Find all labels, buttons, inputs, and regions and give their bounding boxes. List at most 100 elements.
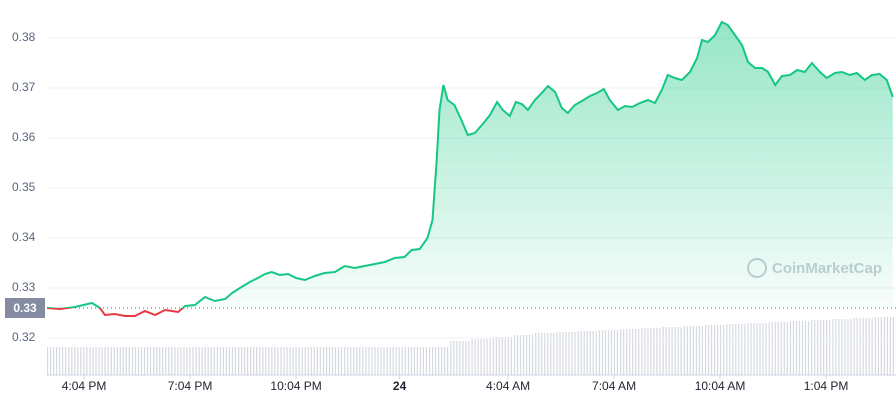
volume-bar <box>656 328 658 375</box>
volume-bar <box>756 323 758 375</box>
volume-bar <box>595 331 597 375</box>
volume-bar <box>401 347 403 375</box>
volume-bar <box>786 322 788 375</box>
volume-bar <box>829 320 831 375</box>
volume-bar <box>722 325 725 375</box>
volume-bar <box>859 318 861 375</box>
volume-bar <box>241 347 243 375</box>
volume-bar <box>350 347 352 375</box>
volume-bar <box>531 335 534 375</box>
volume-bar <box>380 347 382 375</box>
volume-bar <box>340 347 343 375</box>
volume-bar <box>383 347 385 375</box>
volume-bar <box>747 323 749 375</box>
volume-bar <box>337 347 340 375</box>
volume-bar <box>616 330 619 375</box>
volume-bar <box>650 328 652 375</box>
volume-bar <box>192 347 194 375</box>
volume-bar <box>295 347 297 375</box>
volume-bar <box>774 322 776 375</box>
x-tick-label: 1:04 PM <box>804 379 849 393</box>
volume-bar <box>826 320 828 375</box>
volume-bar <box>392 347 394 375</box>
volume-bar <box>210 347 212 375</box>
volume-bar <box>586 331 588 375</box>
volume-bar <box>450 341 452 375</box>
volume-bar <box>644 328 646 375</box>
volume-bar <box>143 347 146 375</box>
volume-bar <box>441 347 443 375</box>
volume-bar <box>140 347 143 375</box>
volume-bar <box>234 347 236 375</box>
volume-bar <box>186 347 188 375</box>
volume-bar <box>204 347 206 375</box>
volume-bar <box>892 317 894 375</box>
volume-bar <box>795 321 798 375</box>
volume-bar <box>668 327 670 375</box>
volume-bar <box>495 337 497 375</box>
volume-bar <box>811 320 813 375</box>
volume-bar <box>116 347 118 375</box>
volume-bar <box>313 347 315 375</box>
volume-bar <box>880 317 882 375</box>
volume-bar <box>447 347 449 375</box>
volume-bar <box>750 323 752 375</box>
volume-bar <box>201 347 203 375</box>
volume-bar <box>71 347 73 375</box>
volume-bar <box>59 347 61 375</box>
volume-bar <box>328 347 331 375</box>
volume-bar <box>535 333 537 375</box>
volume-bar <box>780 322 782 375</box>
volume-bar <box>823 320 825 375</box>
volume-bar <box>274 347 276 375</box>
volume-bar <box>489 339 491 375</box>
volume-bar <box>125 347 127 375</box>
y-tick-label: 0.37 <box>12 80 36 94</box>
volume-bar <box>662 327 664 375</box>
volume-bar <box>783 322 785 375</box>
volume-bar <box>110 347 112 375</box>
volume-bar <box>253 347 255 375</box>
reference-badge <box>5 298 45 318</box>
volume-bar <box>738 324 740 375</box>
volume-bar <box>565 332 567 375</box>
volume-bar <box>386 347 388 375</box>
volume-bar <box>146 347 149 375</box>
x-tick-label: 4:04 PM <box>62 379 107 393</box>
volume-bar <box>504 337 506 375</box>
volume-bar <box>153 347 155 375</box>
volume-bar <box>353 347 355 375</box>
area <box>47 22 893 308</box>
volume-bar <box>149 347 152 375</box>
volume-bar <box>231 347 233 375</box>
volume-bar <box>56 347 58 375</box>
volume-bar <box>801 321 804 375</box>
volume-bar <box>486 339 488 375</box>
volume-bar <box>838 319 840 375</box>
volume-bar <box>404 347 406 375</box>
volume-bar <box>195 347 197 375</box>
volume-bar <box>762 323 764 375</box>
volume-bar <box>128 347 130 375</box>
volume-bar <box>307 347 309 375</box>
volume-bar <box>853 318 855 375</box>
volume-bar <box>213 347 215 375</box>
volume-bar <box>131 347 134 375</box>
volume-bar <box>113 347 115 375</box>
volume-bar <box>759 323 761 375</box>
volume-bar <box>238 347 240 375</box>
volume-bar <box>359 347 361 375</box>
y-tick-label: 0.35 <box>12 180 36 194</box>
volume-bar <box>562 332 564 375</box>
volume-bar <box>377 347 379 375</box>
volume-bar <box>107 347 109 375</box>
volume-bar <box>259 347 261 375</box>
volume-bar <box>368 347 370 375</box>
volume-bar <box>674 327 676 375</box>
volume-bar <box>271 347 273 375</box>
volume-bar <box>519 335 522 375</box>
volume-bar <box>613 330 616 375</box>
volume-bar <box>659 328 661 375</box>
volume-bar <box>98 347 100 375</box>
volume-bar <box>468 341 470 375</box>
